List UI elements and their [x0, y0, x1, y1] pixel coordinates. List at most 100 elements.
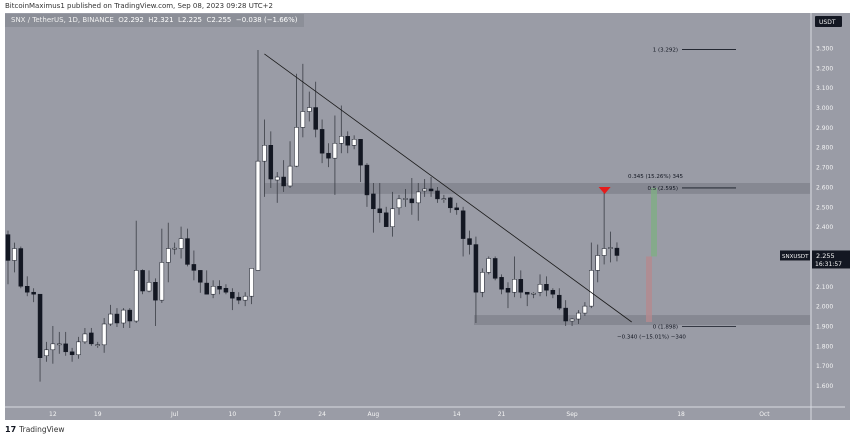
candle-body	[550, 289, 556, 295]
candle	[569, 318, 575, 326]
candle	[332, 115, 338, 195]
fib-level-label: 0 (1.898)	[653, 324, 678, 330]
time-tick-label: 18	[677, 411, 685, 418]
candle	[486, 256, 491, 275]
footer-brand: TradingView	[19, 425, 65, 434]
zone-resistance	[264, 182, 810, 194]
candle-body	[576, 312, 581, 320]
candle-body	[198, 270, 203, 283]
candle	[12, 242, 17, 273]
candle	[544, 276, 549, 297]
candle-body	[178, 238, 184, 249]
candle	[82, 327, 88, 344]
time-tick-label: Oct	[759, 411, 770, 418]
candle	[448, 196, 453, 213]
price-tick-label: 2.100	[816, 284, 833, 291]
price-tick-label: 1.600	[816, 383, 833, 390]
candle-body	[608, 247, 613, 249]
publisher-line: BitcoinMaximus1 published on TradingView…	[5, 2, 273, 10]
candle-body	[217, 286, 222, 290]
candle	[274, 172, 280, 203]
countdown-label: 16:31:57	[815, 261, 842, 268]
candle-body	[428, 188, 434, 192]
candle-body	[5, 234, 11, 261]
candle	[524, 291, 530, 307]
price-tick-label: 2.900	[816, 125, 833, 132]
price-tick-label: 3.100	[816, 85, 833, 92]
candle	[63, 331, 68, 356]
candle	[563, 300, 568, 326]
legend-close-label: C	[206, 16, 212, 24]
candle-body	[249, 268, 254, 297]
candle-body	[146, 282, 152, 292]
candle-body	[563, 307, 568, 322]
price-tick-label: 2.000	[816, 304, 833, 311]
candle-body	[153, 282, 158, 301]
chart-frame[interactable]	[5, 13, 850, 420]
candle-body	[281, 176, 286, 187]
candle-body	[486, 258, 491, 273]
candle	[166, 222, 171, 283]
time-tick-label: Jul	[170, 411, 179, 418]
legend-high-label: H	[148, 16, 154, 24]
candle-body	[364, 164, 370, 196]
candle	[300, 63, 306, 138]
candle-body	[255, 160, 261, 271]
candlestick-chart[interactable]: 1.600 1.700 1.800 1.900 2.000 2.100 2.400 2.500…	[0, 0, 850, 425]
candle	[185, 228, 190, 267]
candle	[576, 310, 581, 324]
candle	[268, 131, 274, 188]
candle-body	[140, 270, 145, 292]
candle-body	[44, 349, 49, 357]
candle	[595, 244, 600, 283]
last-price-bg	[812, 250, 850, 269]
candle	[294, 73, 299, 168]
candle	[415, 182, 421, 221]
candle-body	[230, 291, 235, 299]
candle	[37, 293, 43, 382]
legend-low: 2.225	[181, 16, 202, 24]
currency-badge: USDT	[819, 19, 836, 26]
candle-body	[390, 208, 395, 227]
currency-badge-bg	[815, 16, 842, 27]
candle-body	[262, 145, 267, 162]
candle	[204, 270, 209, 295]
candle-body	[37, 293, 43, 358]
candle	[44, 341, 49, 362]
price-tick-label: 3.300	[816, 45, 833, 52]
price-tick-label: 2.600	[816, 184, 833, 191]
candle	[422, 179, 427, 197]
candle-body	[460, 210, 466, 239]
candle	[230, 288, 235, 311]
candle	[159, 228, 165, 303]
candle-body	[223, 287, 229, 293]
last-price-label: 2.255	[816, 252, 835, 260]
price-tick-label: 2.700	[816, 165, 833, 172]
price-tick-label: 3.200	[816, 65, 833, 72]
candle	[249, 268, 254, 305]
candle	[198, 270, 203, 293]
candle	[557, 288, 562, 311]
candle-body	[127, 309, 133, 322]
candle	[281, 160, 286, 192]
candle-body	[31, 291, 36, 295]
candle	[89, 327, 94, 346]
candle	[5, 230, 11, 285]
candle-body	[492, 258, 498, 279]
time-tick-label: Sep	[566, 411, 578, 418]
candle	[236, 292, 242, 305]
legend-high: 2.321	[153, 16, 174, 24]
candle-body	[191, 264, 197, 271]
candle	[345, 131, 350, 154]
candle-body	[512, 279, 517, 293]
candle-body	[518, 279, 524, 293]
symbol-tag-bg	[780, 250, 810, 261]
candle-body	[114, 313, 120, 324]
time-tick-label: 24	[318, 411, 326, 418]
candle-body	[159, 262, 165, 301]
legend-open-label: O	[118, 16, 124, 24]
candle-body	[377, 208, 383, 214]
candle	[121, 308, 126, 328]
candle-body	[18, 248, 24, 287]
candle-body	[403, 198, 408, 200]
